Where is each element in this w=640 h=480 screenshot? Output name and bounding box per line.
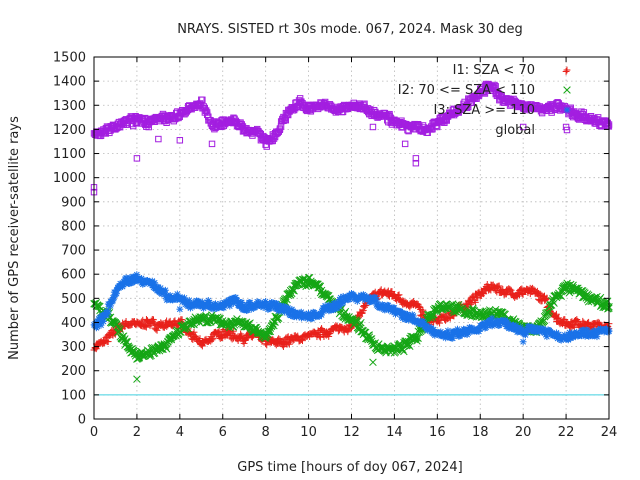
- x-tick-label: 4: [176, 425, 184, 440]
- y-tick-label: 600: [61, 268, 86, 283]
- x-tick-label: 0: [90, 425, 98, 440]
- chart-title: NRAYS. SISTED rt 30s mode. 067, 2024. Ma…: [177, 22, 523, 37]
- x-tick-label: 2: [133, 425, 141, 440]
- legend-label-i2: I2: 70 <= SZA < 110: [398, 83, 535, 98]
- data-point: [325, 330, 333, 338]
- y-tick-label: 1100: [53, 147, 86, 162]
- data-point: [361, 303, 369, 311]
- data-point: [162, 286, 169, 294]
- legend-label-global: global: [495, 123, 535, 138]
- x-tick-label: 22: [558, 425, 575, 440]
- legend-label-i3: I3: SZA >= 110: [433, 103, 535, 118]
- y-axis-label: Number of GPS receiver-satellite rays: [7, 116, 22, 360]
- data-point: [104, 338, 112, 345]
- data-point: [344, 327, 352, 335]
- y-tick-label: 700: [61, 244, 86, 259]
- y-tick-label: 1000: [53, 171, 86, 186]
- y-tick-label: 1400: [53, 75, 86, 90]
- data-point: [100, 318, 107, 325]
- y-tick-label: 100: [61, 388, 86, 403]
- y-tick-label: 800: [61, 219, 86, 234]
- legend-marker-i3: [563, 106, 571, 114]
- data-point: [142, 323, 150, 331]
- data-marks: [90, 68, 613, 383]
- outlier-point: [519, 338, 527, 346]
- y-tick-label: 1200: [53, 123, 86, 138]
- data-point: [208, 336, 216, 344]
- x-axis-label: GPS time [hours of doy 067, 2024]: [237, 460, 462, 475]
- data-point: [229, 327, 237, 335]
- y-tick-label: 300: [61, 340, 86, 355]
- y-tick-label: 200: [61, 364, 86, 379]
- x-tick-label: 18: [472, 425, 489, 440]
- x-tick-label: 12: [343, 425, 360, 440]
- data-point: [170, 318, 178, 326]
- x-tick-label: 20: [515, 425, 532, 440]
- x-tick-label: 14: [386, 425, 403, 440]
- y-tick-label: 900: [61, 195, 86, 210]
- x-tick-label: 10: [300, 425, 317, 440]
- data-point: [334, 327, 342, 335]
- data-point: [414, 302, 422, 310]
- data-point: [191, 333, 199, 341]
- y-tick-label: 1300: [53, 99, 86, 114]
- y-tick-label: 0: [78, 413, 86, 428]
- data-point: [358, 308, 366, 316]
- x-tick-label: 8: [262, 425, 270, 440]
- x-tick-label: 6: [219, 425, 227, 440]
- legend-label-i1: I1: SZA < 70: [453, 63, 535, 78]
- data-point: [104, 308, 112, 316]
- x-tick-label: 24: [601, 425, 618, 440]
- data-point: [150, 319, 158, 327]
- x-tick-label: 16: [429, 425, 446, 440]
- outlier-point: [176, 305, 184, 313]
- y-tick-label: 1500: [53, 51, 86, 66]
- data-point: [163, 323, 171, 330]
- y-tick-label: 400: [61, 316, 86, 331]
- y-tick-label: 500: [61, 292, 86, 307]
- data-point: [394, 291, 402, 299]
